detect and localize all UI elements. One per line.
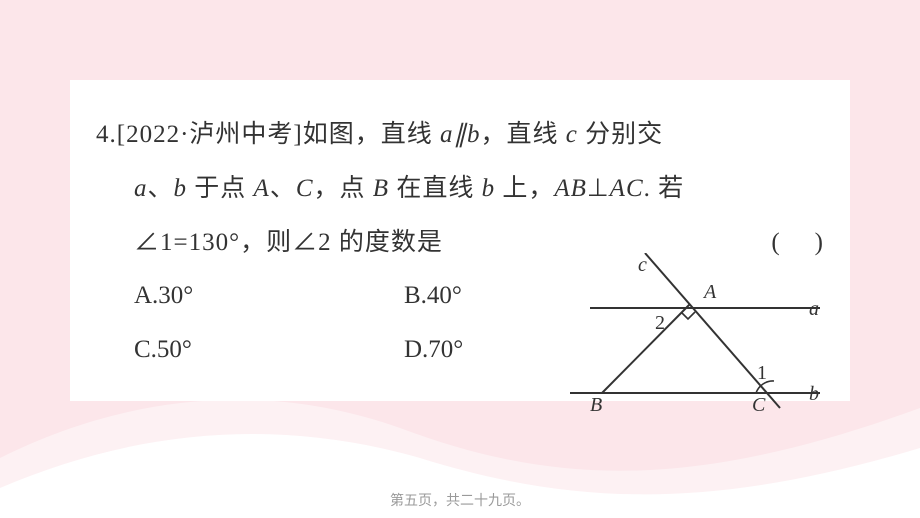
options-area: A.30° B.40° C.50° D.70° c xyxy=(96,269,824,377)
label-A: A xyxy=(702,281,717,303)
label-b: b xyxy=(809,383,819,405)
label-1: 1 xyxy=(757,362,767,384)
question-source: [2022·泸州中考] xyxy=(117,121,303,148)
slide-stage: 4.[2022·泸州中考]如图，直线 a∥b，直线 c 分别交 a、b 于点 A… xyxy=(0,0,920,518)
label-C: C xyxy=(752,394,766,413)
geometry-figure: c A a 2 1 b B C xyxy=(530,253,830,413)
option-c: C.50° xyxy=(134,323,404,377)
option-a: A.30° xyxy=(134,269,404,323)
label-a: a xyxy=(809,298,819,320)
label-B: B xyxy=(590,394,602,413)
question-line-1: 4.[2022·泸州中考]如图，直线 a∥b，直线 c 分别交 xyxy=(96,108,824,162)
page-number: 第五页，共二十九页。 xyxy=(376,488,544,512)
question-card: 4.[2022·泸州中考]如图，直线 a∥b，直线 c 分别交 a、b 于点 A… xyxy=(70,80,850,401)
question-line-2: a、b 于点 A、C，点 B 在直线 b 上，AB⊥AC. 若 xyxy=(96,162,824,216)
label-2: 2 xyxy=(655,312,665,334)
question-number: 4. xyxy=(96,121,117,148)
label-c: c xyxy=(638,254,647,276)
